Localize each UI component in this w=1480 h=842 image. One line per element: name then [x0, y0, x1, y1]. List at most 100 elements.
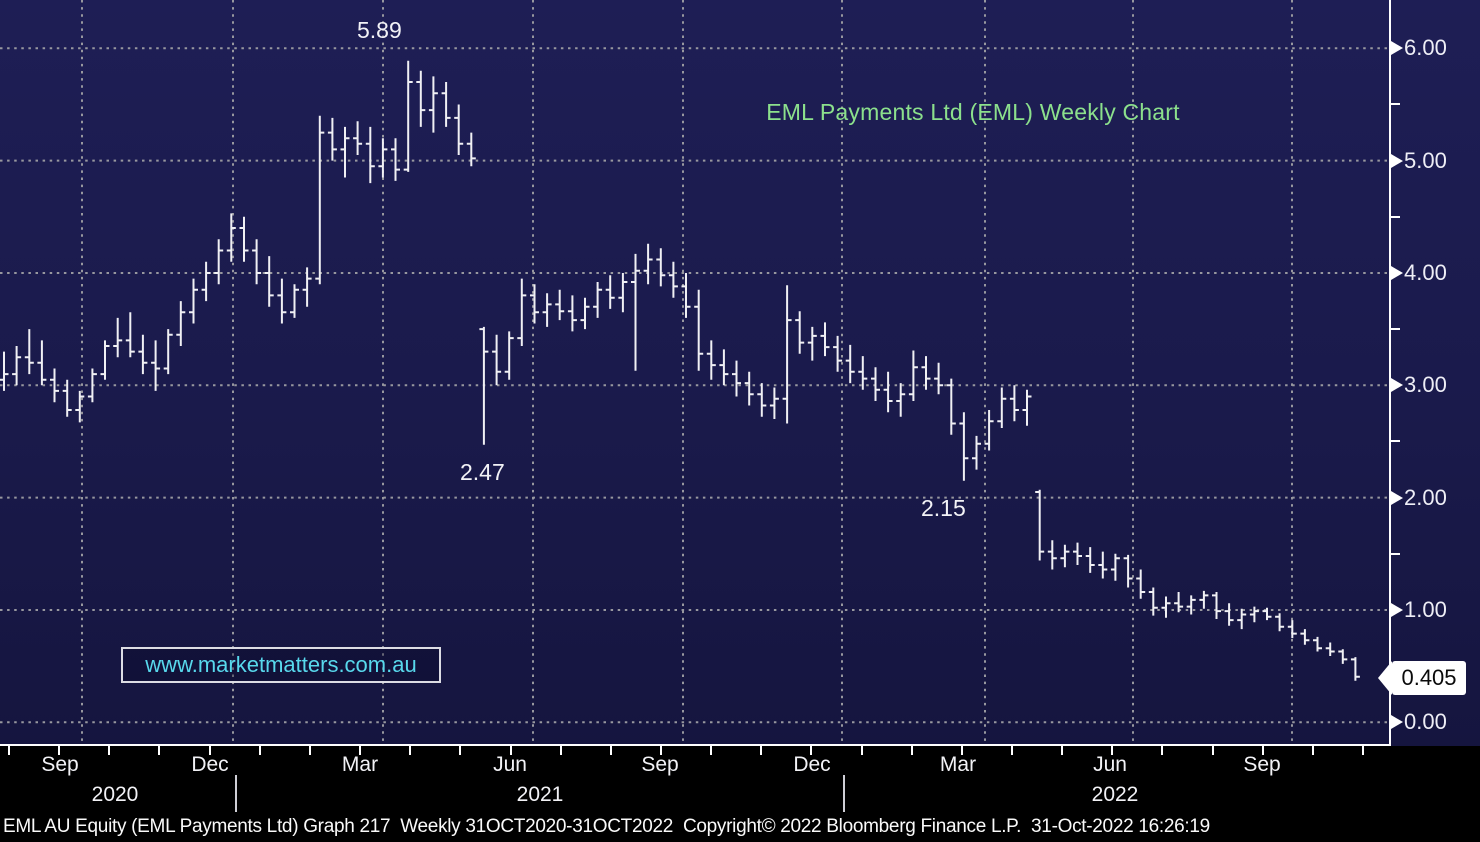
month-label: Sep	[41, 753, 78, 777]
chart-plot-area[interactable]: EML Payments Ltd (EML) Weekly Chart 5.89…	[0, 0, 1480, 746]
ohlc-bar	[353, 121, 362, 155]
ohlc-bar	[1060, 545, 1069, 568]
month-tick	[1212, 746, 1214, 755]
ohlc-bar	[1149, 588, 1158, 616]
ohlc-bar	[341, 127, 350, 178]
ohlc-bar	[88, 369, 97, 403]
ohlc-bar	[416, 71, 425, 127]
ohlc-bar	[429, 76, 438, 132]
ohlc-bar	[707, 340, 716, 379]
ohlc-bar	[959, 412, 968, 481]
ohlc-bar	[214, 239, 223, 284]
month-tick	[861, 746, 863, 755]
ohlc-bar	[25, 329, 34, 374]
month-label: Sep	[641, 753, 678, 777]
chart-title: EML Payments Ltd (EML) Weekly Chart	[738, 99, 1208, 126]
ohlc-bar	[164, 329, 173, 374]
month-tick	[760, 746, 762, 755]
month-tick	[8, 746, 10, 755]
ohlc-bar	[315, 116, 324, 285]
ohlc-bar	[1338, 649, 1347, 664]
ohlc-bar	[656, 248, 665, 286]
annotation-peak-high: 5.89	[357, 17, 402, 44]
ohlc-bar	[719, 349, 728, 385]
ohlc-bar	[985, 410, 994, 451]
month-tick	[1362, 746, 1364, 755]
ohlc-bar	[669, 262, 678, 298]
ohlc-bar	[694, 290, 703, 371]
ohlc-bar	[1275, 613, 1284, 631]
ohlc-bar	[922, 356, 931, 390]
year-label: 2020	[92, 783, 139, 807]
ohlc-bar	[934, 363, 943, 395]
ohlc-bar	[227, 213, 236, 261]
last-price-arrow-icon	[1378, 661, 1392, 695]
ohlc-bar	[1023, 390, 1032, 426]
month-label: Dec	[793, 753, 830, 777]
ohlc-bar	[1073, 543, 1082, 565]
ohlc-bar	[745, 372, 754, 406]
watermark-link[interactable]: www.marketmatters.com.au	[121, 647, 441, 683]
x-axis: SepDecMarJunSepDecMarJunSep202020212022	[0, 746, 1480, 812]
ohlc-bar	[1300, 629, 1309, 645]
ohlc-bar	[113, 318, 122, 357]
ohlc-bar	[202, 262, 211, 301]
ohlc-bar	[404, 61, 413, 172]
ohlc-bar	[631, 254, 640, 371]
ohlc-bar	[808, 327, 817, 361]
ohlc-bar	[328, 118, 337, 161]
bloomberg-chart-window: EML Payments Ltd (EML) Weekly Chart 5.89…	[0, 0, 1480, 842]
ohlc-bar	[101, 340, 110, 379]
axis-arrow-icon	[1391, 491, 1403, 505]
month-tick	[1061, 746, 1063, 755]
ohlc-bar	[1035, 490, 1044, 561]
ohlc-bar	[555, 290, 564, 320]
last-price-value: 0.405	[1392, 661, 1466, 695]
ohlc-bar	[1136, 570, 1145, 599]
ohlc-bar	[189, 279, 198, 324]
ohlc-bar	[442, 82, 451, 127]
year-label: 2021	[517, 783, 564, 807]
month-label: Mar	[342, 753, 378, 777]
annotation-swing-low: 2.15	[921, 495, 966, 522]
price-bars	[0, 61, 1360, 681]
ohlc-bar	[37, 340, 46, 385]
ohlc-bar	[126, 312, 135, 357]
month-label: Jun	[1093, 753, 1127, 777]
ohlc-bar	[12, 346, 21, 385]
ohlc-bar	[454, 105, 463, 156]
ohlc-bar	[240, 217, 249, 262]
ohlc-bar	[1098, 552, 1107, 579]
y-axis-minor-tick	[1391, 440, 1400, 442]
ohlc-bar	[391, 138, 400, 181]
ohlc-bar	[884, 372, 893, 413]
y-axis-tick-label: 3.00	[1391, 371, 1447, 399]
ohlc-bar	[543, 293, 552, 327]
ohlc-bar	[252, 239, 261, 284]
last-price-tag: 0.405	[1378, 661, 1466, 695]
y-axis-minor-tick	[1391, 103, 1400, 105]
ohlc-bar	[644, 244, 653, 284]
ohlc-bar	[947, 379, 956, 435]
annotation-crash-low: 2.47	[460, 459, 505, 486]
status-bar: EML AU Equity (EML Payments Ltd) Graph 2…	[0, 812, 1480, 842]
ohlc-bar	[909, 351, 918, 402]
ohlc-bar	[972, 436, 981, 470]
ohlc-bar	[479, 327, 488, 445]
axis-arrow-icon	[1391, 715, 1403, 729]
month-tick	[309, 746, 311, 755]
y-axis-tick-label: 4.00	[1391, 259, 1447, 287]
axis-arrow-icon	[1391, 41, 1403, 55]
ohlc-bar	[1010, 385, 1019, 421]
month-label: Sep	[1243, 753, 1280, 777]
ohlc-bar	[1237, 609, 1246, 629]
ohlc-bar	[151, 340, 160, 391]
ohlc-bar	[517, 279, 526, 346]
ohlc-bar	[138, 335, 147, 374]
ohlc-bar	[896, 383, 905, 417]
ohlc-bar	[265, 256, 274, 307]
ohlc-bar	[1199, 591, 1208, 609]
y-axis-minor-tick	[1391, 328, 1400, 330]
ohlc-bar	[732, 361, 741, 397]
ohlc-bar	[682, 273, 691, 318]
